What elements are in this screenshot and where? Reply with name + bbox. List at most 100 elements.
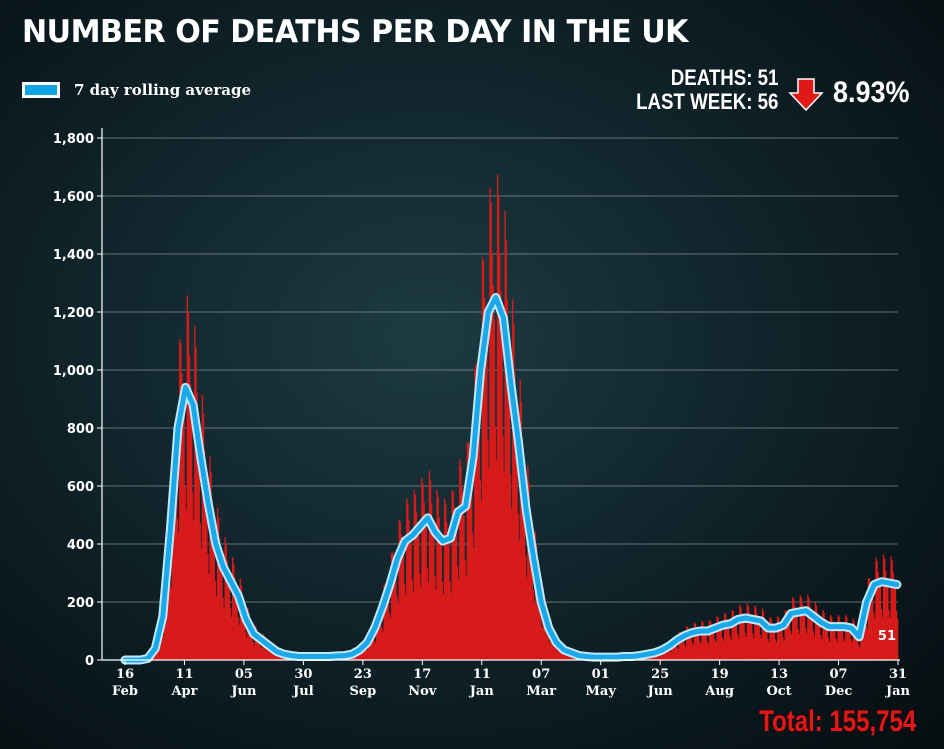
daily-bar <box>783 640 785 660</box>
x-tick-month: Jun <box>647 684 674 699</box>
daily-bar <box>703 626 705 660</box>
daily-bar <box>452 491 454 660</box>
daily-bar <box>722 640 725 660</box>
daily-bar <box>731 610 733 660</box>
daily-bar <box>719 624 721 660</box>
daily-bar <box>473 548 475 660</box>
daily-bar <box>214 580 217 660</box>
daily-bar <box>224 537 226 660</box>
daily-bar <box>829 614 832 660</box>
daily-bar <box>176 518 179 660</box>
daily-bar <box>167 562 169 660</box>
daily-bar <box>870 588 873 660</box>
daily-bar <box>230 616 233 660</box>
daily-bar <box>512 299 514 660</box>
daily-bar <box>192 492 194 660</box>
daily-bar <box>748 612 751 660</box>
daily-bar <box>879 586 882 660</box>
daily-bar <box>683 644 686 660</box>
daily-bar <box>460 465 462 660</box>
daily-bar <box>500 291 502 660</box>
daily-bar <box>694 623 697 660</box>
daily-bar <box>758 622 760 660</box>
daily-bar <box>848 625 850 660</box>
daily-bar <box>370 632 372 660</box>
daily-bar <box>510 508 513 660</box>
daily-bar <box>883 558 886 660</box>
daily-bar <box>723 612 726 660</box>
daily-bar <box>187 312 190 660</box>
daily-bar <box>194 325 196 660</box>
daily-bar <box>443 498 446 660</box>
x-tick-month: Jan <box>469 684 495 699</box>
daily-bar <box>766 627 768 660</box>
daily-bar <box>434 575 436 660</box>
daily-bar <box>795 610 797 660</box>
daily-bar <box>896 618 899 660</box>
daily-bar <box>217 517 220 660</box>
daily-bar <box>265 642 267 660</box>
daily-bar <box>436 489 438 660</box>
daily-bar <box>869 584 872 660</box>
daily-bar <box>186 295 189 660</box>
daily-bar <box>423 502 425 660</box>
daily-bar <box>450 593 452 660</box>
daily-bar <box>481 257 484 660</box>
daily-bar <box>891 560 893 660</box>
daily-bar <box>245 631 247 660</box>
daily-bar <box>696 630 699 660</box>
daily-bar <box>466 442 469 660</box>
daily-bar <box>457 578 460 660</box>
daily-bar <box>822 609 824 660</box>
daily-bar <box>184 486 186 660</box>
daily-bar <box>215 596 218 660</box>
daily-bar <box>669 652 672 660</box>
daily-bar <box>866 628 869 660</box>
daily-bar <box>438 517 440 660</box>
daily-bar <box>205 474 207 660</box>
daily-bar <box>860 621 862 660</box>
daily-bar <box>406 498 408 660</box>
daily-bar <box>840 624 843 660</box>
daily-bar <box>478 408 480 660</box>
daily-bar <box>740 606 742 660</box>
daily-bar <box>721 637 724 660</box>
daily-bar <box>495 460 498 660</box>
daily-bar <box>704 629 706 660</box>
daily-bar <box>256 632 259 660</box>
daily-bar <box>777 617 780 660</box>
daily-bar <box>797 629 799 660</box>
daily-bar <box>405 594 407 660</box>
daily-bar <box>237 617 239 660</box>
daily-bar <box>374 642 377 660</box>
daily-bar <box>865 625 867 660</box>
daily-bar <box>837 614 839 660</box>
daily-bar <box>221 565 223 660</box>
daily-bar <box>714 639 716 660</box>
daily-bar <box>776 616 779 660</box>
daily-bar <box>685 646 687 660</box>
daily-bar <box>225 544 227 660</box>
daily-bar <box>715 642 717 660</box>
daily-bar <box>266 644 269 660</box>
daily-bar <box>819 622 821 660</box>
daily-bar <box>508 380 511 660</box>
daily-bar <box>197 423 199 660</box>
daily-bar <box>693 622 696 660</box>
rolling-average-line <box>122 295 900 663</box>
daily-bar <box>429 480 432 660</box>
daily-bar <box>363 644 366 660</box>
daily-bar <box>396 596 398 660</box>
daily-bar <box>173 459 176 660</box>
daily-bar <box>788 619 791 660</box>
daily-bar <box>774 639 777 660</box>
daily-bar <box>770 618 772 660</box>
daily-bar <box>689 632 691 660</box>
daily-bar <box>701 620 703 660</box>
daily-bar <box>441 581 444 660</box>
daily-bar <box>455 526 458 660</box>
daily-bar <box>700 644 702 660</box>
daily-bar <box>737 637 740 660</box>
daily-bar <box>726 619 728 660</box>
daily-bar <box>202 413 205 660</box>
